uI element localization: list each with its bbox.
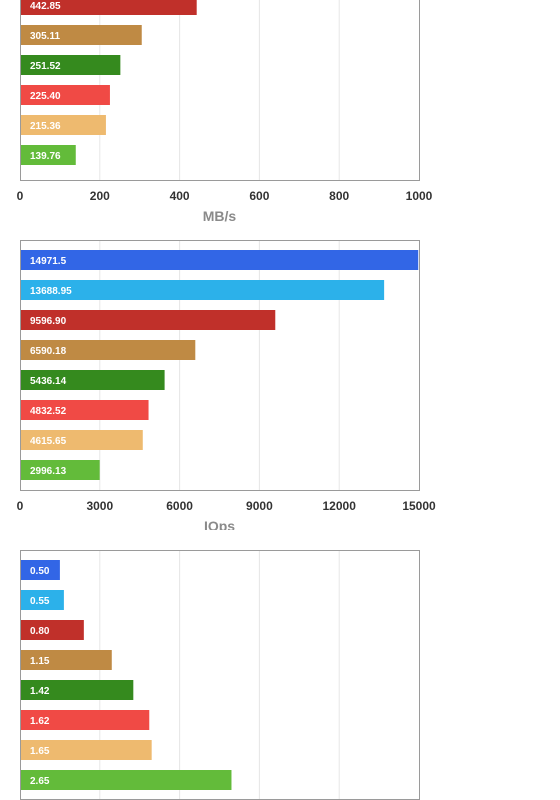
x-tick-label: 1000 bbox=[406, 189, 433, 203]
bar-value-label: 4615.65 bbox=[30, 436, 67, 447]
bar bbox=[21, 620, 84, 640]
bar-value-label: 0.80 bbox=[30, 626, 50, 637]
x-tick-label: 0 bbox=[17, 499, 24, 513]
bar-value-label: 5436.14 bbox=[30, 376, 67, 387]
bar bbox=[21, 460, 100, 480]
bar bbox=[21, 400, 149, 420]
plot-frame bbox=[20, 550, 420, 800]
bar-value-label: 305.11 bbox=[30, 31, 60, 42]
bar-value-label: 1.65 bbox=[30, 746, 50, 757]
bar bbox=[21, 430, 143, 450]
bar bbox=[21, 85, 110, 105]
bar bbox=[21, 0, 197, 15]
x-tick-label: 3000 bbox=[86, 499, 113, 513]
bar-value-label: 139.76 bbox=[30, 151, 61, 162]
plot-frame bbox=[20, 240, 420, 491]
plot-frame bbox=[20, 0, 420, 181]
bar-value-label: 2.65 bbox=[30, 776, 50, 787]
bar bbox=[21, 560, 60, 580]
x-tick-label: 15000 bbox=[402, 499, 436, 513]
bar bbox=[21, 145, 76, 165]
bar bbox=[21, 115, 106, 135]
bar bbox=[21, 370, 165, 390]
x-tick-label: 12000 bbox=[323, 499, 357, 513]
x-tick-label: 400 bbox=[170, 189, 190, 203]
bar-value-label: 4832.52 bbox=[30, 406, 67, 417]
bar bbox=[21, 710, 150, 730]
bar bbox=[21, 340, 196, 360]
bar bbox=[21, 280, 385, 300]
bar bbox=[21, 770, 232, 790]
bar bbox=[21, 590, 64, 610]
bar-value-label: 14971.5 bbox=[30, 256, 67, 267]
chart-latency: 0.50 0.55 0.80 1.15 1.42 1.62 1.65 2.65 bbox=[20, 550, 420, 800]
bar-value-label: 0.50 bbox=[30, 566, 50, 577]
x-tick-label: 9000 bbox=[246, 499, 273, 513]
bar-value-label: 13688.95 bbox=[30, 286, 72, 297]
chart-throughput: 442.85 305.11 251.52 225.40 215.36 139.76 0 200… bbox=[17, 0, 433, 224]
bar-value-label: 442.85 bbox=[30, 1, 61, 12]
bar-value-label: 9596.90 bbox=[30, 316, 67, 327]
bar bbox=[21, 25, 142, 45]
chart-iops: 14971.5 13688.95 9596.90 6590.18 5436.14 4832… bbox=[17, 240, 436, 530]
bar-value-label: 1.62 bbox=[30, 716, 50, 727]
bar-value-label: 251.52 bbox=[30, 61, 61, 72]
bar-value-label: 6590.18 bbox=[30, 346, 67, 357]
bar bbox=[21, 310, 276, 330]
x-axis-label: MB/s bbox=[203, 208, 237, 224]
bar bbox=[21, 650, 112, 670]
bar bbox=[21, 250, 419, 270]
x-tick-label: 800 bbox=[329, 189, 349, 203]
bar-value-label: 225.40 bbox=[30, 91, 61, 102]
bar-value-label: 2996.13 bbox=[30, 466, 67, 477]
x-tick-label: 0 bbox=[17, 189, 24, 203]
bar-value-label: 1.42 bbox=[30, 686, 50, 697]
bar bbox=[21, 55, 121, 75]
x-tick-label: 6000 bbox=[166, 499, 193, 513]
bar bbox=[21, 680, 134, 700]
bar-value-label: 0.55 bbox=[30, 596, 50, 607]
bar-value-label: 215.36 bbox=[30, 121, 61, 132]
x-tick-label: 200 bbox=[90, 189, 110, 203]
x-axis-label: IOps bbox=[204, 518, 235, 530]
x-tick-label: 600 bbox=[249, 189, 269, 203]
bar bbox=[21, 740, 152, 760]
bar-value-label: 1.15 bbox=[30, 656, 50, 667]
